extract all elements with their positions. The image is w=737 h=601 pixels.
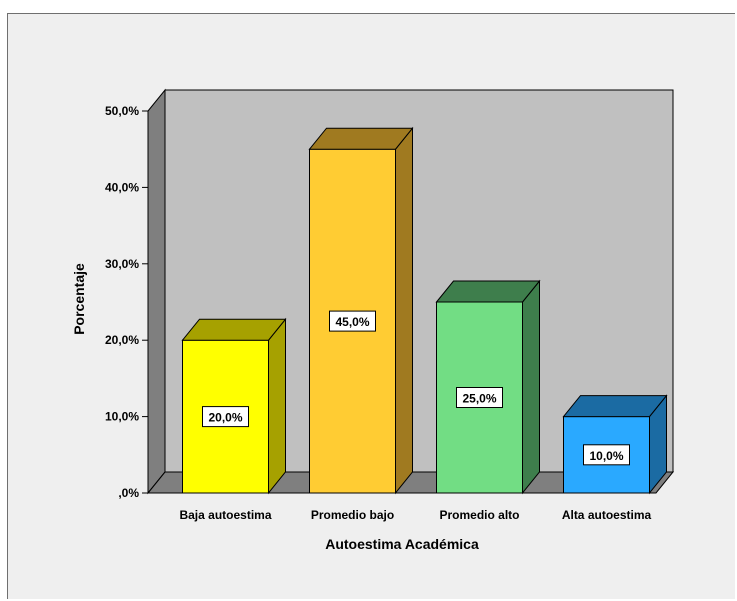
side-wall: [147, 88, 166, 495]
x-tick-label: Promedio alto: [439, 508, 519, 522]
x-axis: Baja autoestima Promedio bajo Promedio alt…: [179, 508, 651, 522]
bar: 10,0%: [562, 394, 668, 495]
bar-chart: ,0%10,0%20,0%30,0%40,0%50,0% 20,0%45,0%2…: [71, 88, 675, 552]
bar: 20,0%: [181, 317, 287, 495]
y-tick-label: 10,0%: [105, 410, 139, 424]
data-label-box: [329, 310, 376, 332]
bar-top: [562, 395, 668, 418]
y-tick-label: ,0%: [118, 486, 139, 500]
y-tick-label: 50,0%: [105, 104, 139, 118]
bar-top: [435, 280, 541, 303]
bar-top: [308, 127, 414, 150]
data-label-box: [202, 406, 249, 428]
data-label: 10,0%: [589, 449, 623, 463]
y-axis-title: Porcentaje: [71, 263, 87, 335]
data-label: 20,0%: [208, 411, 242, 425]
data-label: 45,0%: [335, 315, 369, 329]
bar-side: [395, 126, 413, 495]
y-tick-label: 40,0%: [105, 180, 139, 194]
bar: 25,0%: [435, 279, 541, 495]
y-tick-label: 30,0%: [105, 257, 139, 271]
data-label: 25,0%: [462, 392, 496, 406]
bar-side: [268, 317, 286, 495]
y-axis: ,0% 10,0% 20,0% 30,0% 40,0% 50,0%: [105, 104, 149, 500]
bar-side: [522, 279, 540, 495]
x-axis-title: Autoestima Académica: [325, 536, 479, 552]
bar: 45,0%: [308, 126, 414, 495]
bars: 20,0% 45,0% 25,0% 10,0%: [181, 126, 668, 495]
x-tick-label: Alta autoestima: [562, 508, 652, 522]
chart-frame: ,0% 10,0% 20,0% 30,0% 40,0% 50,0% 20,0% 45,0% 2…: [7, 13, 735, 599]
data-label-box: [583, 444, 630, 466]
x-tick-label: Promedio bajo: [311, 508, 394, 522]
x-tick-label: Baja autoestima: [179, 508, 271, 522]
bar-top: [181, 318, 287, 341]
data-label-box: [456, 387, 503, 408]
y-tick-label: 20,0%: [105, 333, 139, 347]
